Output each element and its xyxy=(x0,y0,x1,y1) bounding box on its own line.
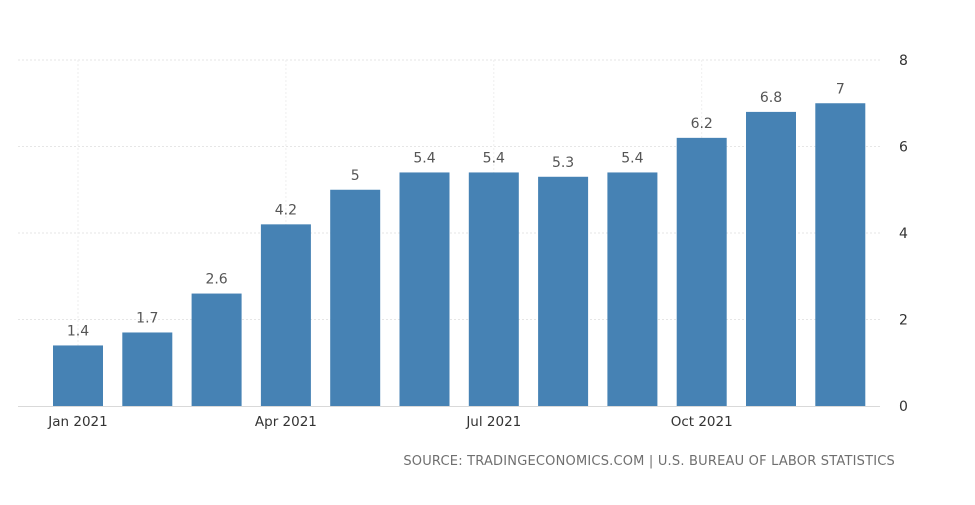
x-tick-label: Jan 2021 xyxy=(47,414,107,430)
bar-jun-2021 xyxy=(399,172,450,406)
y-tick-label: 6 xyxy=(899,140,908,156)
y-tick-label: 2 xyxy=(899,313,908,329)
data-label: 2.6 xyxy=(205,272,227,288)
y-tick-label: 8 xyxy=(899,53,908,69)
source-attribution: SOURCE: TRADINGECONOMICS.COM | U.S. BURE… xyxy=(403,454,895,469)
data-label: 1.7 xyxy=(136,310,158,326)
bar-sep-2021 xyxy=(607,172,658,406)
data-label: 5.4 xyxy=(413,150,435,166)
y-tick-label: 0 xyxy=(899,399,908,415)
y-tick-label: 4 xyxy=(899,226,908,242)
bar-mar-2021 xyxy=(191,293,242,406)
bar-aug-2021 xyxy=(538,176,589,406)
bar-dec-2021 xyxy=(815,103,866,406)
data-label: 4.2 xyxy=(275,202,297,218)
data-label: 5.4 xyxy=(621,150,643,166)
data-label: 7 xyxy=(836,81,845,97)
bar-jul-2021 xyxy=(468,172,519,406)
data-label: 5.3 xyxy=(552,155,574,171)
bar-nov-2021 xyxy=(746,111,796,407)
data-label: 5.4 xyxy=(483,150,505,166)
data-label: 5 xyxy=(351,168,360,184)
data-label: 6.2 xyxy=(691,116,713,132)
bar-oct-2021 xyxy=(676,137,727,406)
x-tick-label: Apr 2021 xyxy=(255,414,317,430)
bar-feb-2021 xyxy=(122,332,173,406)
data-label: 6.8 xyxy=(760,90,782,106)
x-tick-label: Jul 2021 xyxy=(465,414,521,430)
data-label: 1.4 xyxy=(67,323,89,339)
bar-may-2021 xyxy=(330,189,381,406)
bar-jan-2021 xyxy=(53,345,103,406)
bar-apr-2021 xyxy=(260,224,311,406)
x-tick-label: Oct 2021 xyxy=(671,414,733,430)
